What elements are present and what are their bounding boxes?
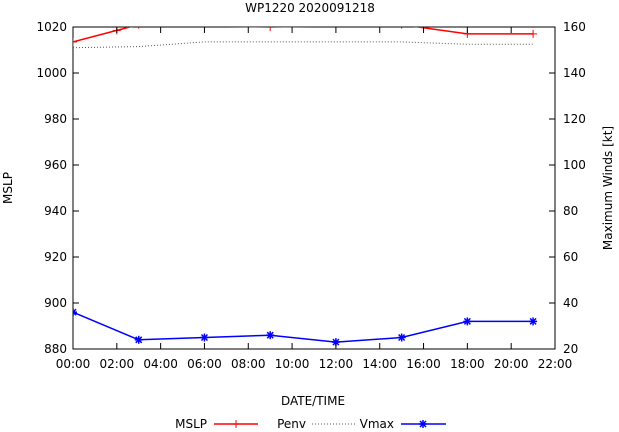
x-tick-label: 16:00 xyxy=(406,357,441,371)
series-line-vmax xyxy=(73,311,534,343)
x-tick-label: 02:00 xyxy=(100,357,135,371)
plot-border xyxy=(72,26,556,350)
star-marker xyxy=(397,333,406,342)
star-marker xyxy=(200,333,209,342)
ticks-layer: 880 900 920 940 960 980 1000 1020 20 40 60 80 100 120… xyxy=(36,20,585,371)
y2-tick-label: 100 xyxy=(563,158,586,172)
y-axis-label: MSLP xyxy=(1,172,15,204)
y-tick-label: 920 xyxy=(44,250,67,264)
star-marker xyxy=(134,335,143,344)
star-marker xyxy=(529,317,538,326)
x-tick-label: 08:00 xyxy=(231,357,266,371)
y-tick-label: 1000 xyxy=(36,66,67,80)
x-tick-label: 14:00 xyxy=(362,357,397,371)
legend-label-penv: Penv xyxy=(277,417,306,431)
x-tick-label: 06:00 xyxy=(187,357,222,371)
y-tick-label: 880 xyxy=(44,342,67,356)
x-tick-label: 22:00 xyxy=(538,357,573,371)
plot-frame xyxy=(72,26,556,350)
y2-tick-label: 20 xyxy=(563,342,578,356)
star-marker xyxy=(266,331,275,340)
legend-label-vmax: Vmax xyxy=(360,417,394,431)
x-tick-label: 12:00 xyxy=(319,357,354,371)
y2-tick-label: 80 xyxy=(563,204,578,218)
star-marker xyxy=(419,420,427,428)
star-marker xyxy=(73,308,77,317)
y-tick-label: 980 xyxy=(44,112,67,126)
y2-tick-label: 140 xyxy=(563,66,586,80)
y2-tick-label: 60 xyxy=(563,250,578,264)
y-tick-label: 960 xyxy=(44,158,67,172)
chart-title: WP1220 2020091218 xyxy=(245,1,375,15)
y-tick-label: 1020 xyxy=(36,20,67,34)
x-tick-label: 04:00 xyxy=(143,357,178,371)
series-layer xyxy=(73,27,538,347)
y-tick-label: 900 xyxy=(44,296,67,310)
y2-tick-label: 160 xyxy=(563,20,586,34)
y2-tick-label: 40 xyxy=(563,296,578,310)
x-axis-label: DATE/TIME xyxy=(281,394,345,408)
x-tick-label: 18:00 xyxy=(450,357,485,371)
x-tick-label: 20:00 xyxy=(494,357,529,371)
star-marker xyxy=(463,317,472,326)
y2-axis-label: Maximum Winds [kt] xyxy=(601,126,615,250)
y2-tick-label: 120 xyxy=(563,112,586,126)
x-tick-label: 00:00 xyxy=(56,357,91,371)
series-line-dotted xyxy=(73,41,534,49)
legend-label-mslp: MSLP xyxy=(175,417,207,431)
x-tick-label: 10:00 xyxy=(275,357,310,371)
y-tick-label: 940 xyxy=(44,204,67,218)
legend: MSLP Penv Vmax xyxy=(175,417,446,431)
